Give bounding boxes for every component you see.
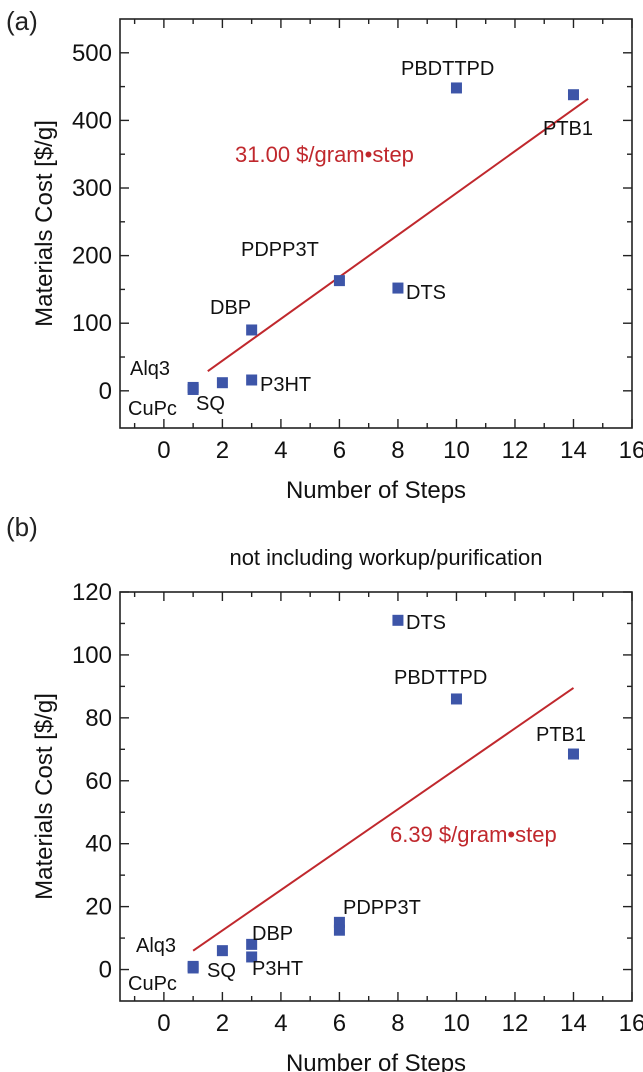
- data-point-label: Alq3: [136, 935, 176, 957]
- y-tick-label: 40: [85, 831, 112, 858]
- data-point-marker: [246, 374, 258, 386]
- chart-a: 0 2 4 6 8 10 12 14 16 0 100 200 300 400 500 Number of S…: [31, 18, 643, 504]
- x-tick-label: 16: [619, 437, 643, 464]
- data-point-label: Alq3: [130, 358, 170, 380]
- x-tick-label: 0: [157, 437, 170, 464]
- x-tick-label: 2: [216, 1010, 229, 1037]
- x-tick-label: 12: [502, 437, 529, 464]
- data-point-label: DTS: [406, 282, 446, 304]
- data-point-marker: [187, 962, 199, 974]
- data-point-marker: [333, 924, 345, 936]
- x-tick-label: 2: [216, 437, 229, 464]
- data-point-label: SQ: [196, 393, 225, 415]
- x-axis-title: Number of Steps: [286, 477, 466, 504]
- slope-annotation: 31.00 $/gram•step: [235, 142, 414, 167]
- y-tick-label: 0: [99, 378, 112, 405]
- data-point-marker: [567, 748, 579, 760]
- data-point-marker: [187, 383, 199, 395]
- x-tick-label: 6: [333, 437, 346, 464]
- data-point-marker: [567, 89, 579, 101]
- x-tick-label: 4: [274, 437, 287, 464]
- x-tick-label: 10: [443, 437, 470, 464]
- y-tick-label: 20: [85, 894, 112, 921]
- data-point-label: PBDTTPD: [401, 58, 494, 80]
- data-point-marker: [333, 916, 345, 928]
- data-point-marker: [450, 693, 462, 705]
- y-axis-title: Materials Cost [$/g]: [31, 693, 58, 900]
- y-tick-label: 0: [99, 957, 112, 984]
- y-tick-label: 60: [85, 768, 112, 795]
- x-tick-label: 14: [560, 437, 587, 464]
- x-tick-label: 4: [274, 1010, 287, 1037]
- panel-b-label: (b): [6, 512, 38, 542]
- x-tick-label: 8: [391, 437, 404, 464]
- data-point-marker: [392, 614, 404, 626]
- data-point-label: CuPc: [128, 398, 177, 420]
- x-tick-label: 12: [502, 1010, 529, 1037]
- data-point-label: DTS: [406, 612, 446, 634]
- data-point-marker: [392, 282, 404, 294]
- y-tick-label: 400: [72, 107, 112, 134]
- y-tick-label: 200: [72, 243, 112, 270]
- data-point-label: PDPP3T: [241, 239, 319, 261]
- data-point-marker: [216, 945, 228, 957]
- data-point-label: DBP: [210, 297, 251, 319]
- x-tick-label: 6: [333, 1010, 346, 1037]
- x-axis-title: Number of Steps: [286, 1050, 466, 1072]
- fit-line: [192, 687, 575, 952]
- data-point-label: SQ: [207, 960, 236, 982]
- data-point-marker: [246, 324, 258, 336]
- data-point-label: PDPP3T: [343, 897, 421, 919]
- slope-annotation: 6.39 $/gram•step: [390, 822, 557, 847]
- plot-frame: [119, 18, 633, 429]
- y-axis-title: Materials Cost [$/g]: [31, 120, 58, 327]
- y-tick-label: 300: [72, 175, 112, 202]
- data-point-marker: [450, 82, 462, 94]
- panel-a-label: (a): [6, 6, 38, 36]
- data-point-label: DBP: [252, 923, 293, 945]
- y-tick-label: 100: [72, 310, 112, 337]
- data-point-label: CuPc: [128, 973, 177, 995]
- x-tick-label: 0: [157, 1010, 170, 1037]
- chart-b: 0 2 4 6 8 10 12 14 16 0 20 40 60 80 100 120 Number of St…: [31, 545, 643, 1072]
- x-tick-label: 8: [391, 1010, 404, 1037]
- data-point-marker: [246, 951, 258, 963]
- data-point-label: PBDTTPD: [394, 667, 487, 689]
- data-point-label: PTB1: [536, 724, 586, 746]
- data-point-marker: [216, 377, 228, 389]
- data-point-label: PTB1: [543, 118, 593, 140]
- data-point-label: P3HT: [260, 374, 311, 396]
- chart-subtitle: not including workup/purification: [229, 545, 542, 570]
- plot-frame: [119, 591, 633, 1002]
- y-tick-label: 120: [72, 579, 112, 606]
- y-tick-label: 80: [85, 705, 112, 732]
- y-tick-label: 500: [72, 40, 112, 67]
- fit-line: [207, 97, 589, 373]
- x-tick-label: 10: [443, 1010, 470, 1037]
- data-point-marker: [333, 275, 345, 287]
- data-point-marker: [246, 938, 258, 950]
- data-point-label: P3HT: [252, 958, 303, 980]
- y-tick-label: 100: [72, 642, 112, 669]
- x-tick-label: 16: [619, 1010, 643, 1037]
- x-tick-label: 14: [560, 1010, 587, 1037]
